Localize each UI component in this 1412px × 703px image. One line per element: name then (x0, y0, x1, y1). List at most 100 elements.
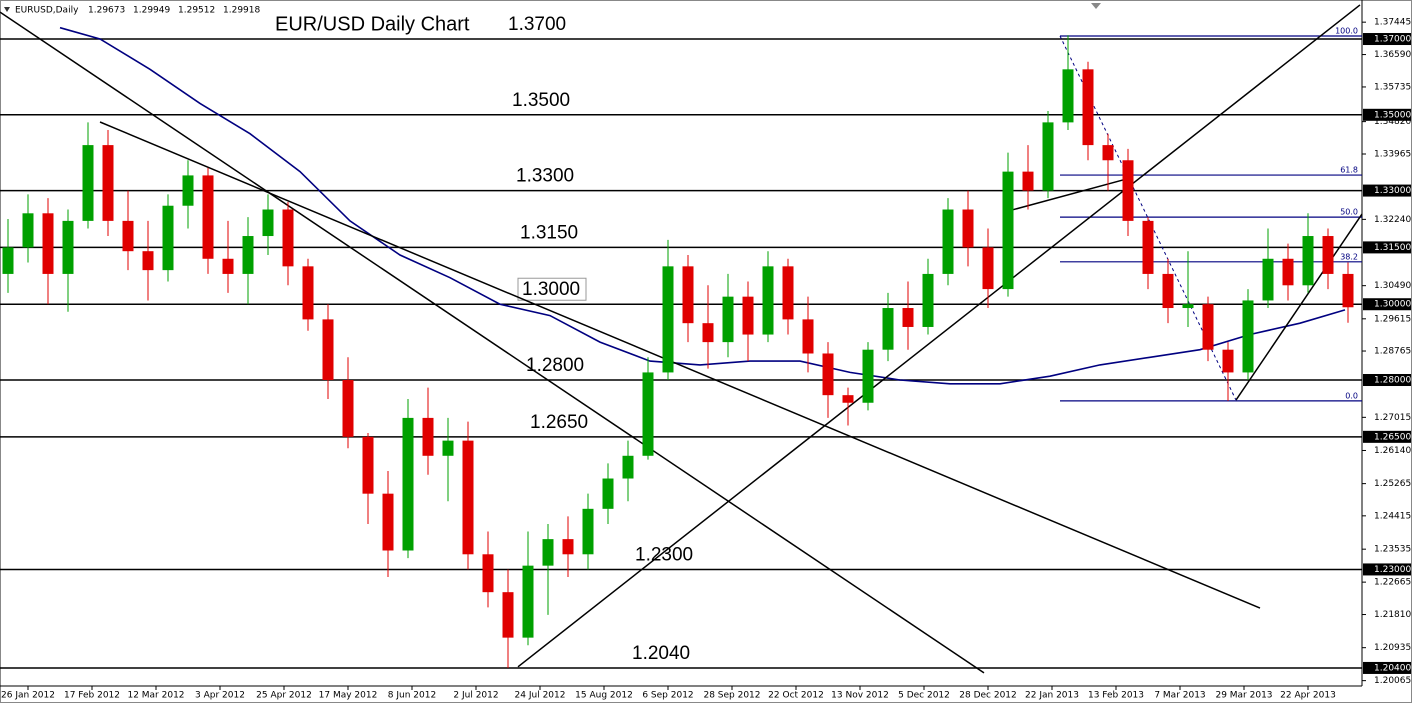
candle-body (1242, 300, 1254, 373)
x-tick-label: 28 Dec 2012 (959, 691, 1017, 701)
y-tick-label: 1.29615 (1374, 314, 1411, 324)
candle-body (882, 308, 894, 350)
trend-line (1235, 213, 1363, 401)
candle-body (922, 273, 934, 327)
candle-body (1142, 220, 1154, 274)
candle-body (622, 455, 634, 479)
candle-body (122, 220, 134, 252)
candle-body (262, 209, 274, 237)
candle-body (542, 539, 554, 566)
candle-body (1022, 171, 1034, 191)
x-tick-label: 13 Nov 2012 (831, 691, 889, 701)
candle-body (282, 209, 294, 267)
candle-body (702, 323, 714, 343)
x-tick-label: 15 Aug 2012 (575, 691, 633, 701)
level-label: 1.2800 (526, 355, 584, 376)
axis-level-box (1363, 241, 1411, 254)
trend-line (99, 121, 1261, 609)
axis-level-label: 1.35000 (1374, 110, 1411, 120)
candle-body (82, 145, 94, 221)
level-label: 1.3000 (522, 279, 580, 300)
x-tick-label: 13 Feb 2013 (1088, 691, 1144, 701)
candle-body (522, 565, 534, 638)
axis-level-box (1363, 563, 1411, 576)
y-tick-label: 1.27015 (1374, 413, 1411, 423)
candle-body (1322, 236, 1334, 274)
y-tick-label: 1.30490 (1374, 281, 1411, 291)
axis-level-label: 1.37000 (1374, 35, 1411, 45)
y-tick-label: 1.33965 (1374, 150, 1411, 160)
x-tick-label: 3 Apr 2012 (195, 691, 245, 701)
candle-body (822, 353, 834, 396)
header-price: 1.29673 (88, 6, 125, 16)
axis-level-box (1363, 298, 1411, 311)
y-tick-label: 1.28765 (1374, 347, 1411, 357)
axis-level-label: 1.20400 (1374, 663, 1411, 673)
candle-body (142, 251, 154, 271)
fib-label: 38.2 (1340, 252, 1358, 261)
candle-body (42, 213, 54, 274)
candle-body (962, 209, 974, 248)
candle-body (362, 436, 374, 494)
axis-level-box (1363, 430, 1411, 443)
x-tick-label: 25 Apr 2012 (256, 691, 312, 701)
level-label: 1.2650 (530, 412, 588, 433)
candle-body (402, 417, 414, 551)
candle-body (382, 493, 394, 551)
candle-body (1002, 171, 1014, 290)
candle-body (1282, 258, 1294, 286)
header-price: 1.29949 (133, 6, 170, 16)
y-tick-label: 1.20065 (1374, 676, 1411, 686)
y-tick-label: 1.24415 (1374, 511, 1411, 521)
candle-body (1302, 236, 1314, 286)
trend-line (1003, 177, 1131, 213)
y-tick-label: 1.23535 (1374, 545, 1411, 555)
candle-body (1042, 122, 1054, 191)
y-tick-label: 1.35735 (1374, 82, 1411, 92)
candle-body (302, 266, 314, 320)
level-label: 1.3500 (512, 90, 570, 111)
axis-level-label: 1.23000 (1374, 565, 1411, 575)
candle-body (202, 175, 214, 259)
x-tick-label: 6 Sep 2012 (642, 691, 693, 701)
shift-marker (1091, 3, 1101, 9)
candle-body (102, 145, 114, 221)
candle-body (682, 266, 694, 324)
x-tick-label: 5 Dec 2012 (898, 691, 950, 701)
level-label: 1.3700 (508, 14, 566, 35)
candle-body (322, 319, 334, 381)
trend-line (517, 4, 1361, 668)
x-tick-label: 22 Apr 2013 (1280, 691, 1336, 701)
candle-body (222, 258, 234, 274)
candle-body (502, 592, 514, 638)
chart-title: EUR/USD Daily Chart (275, 13, 470, 35)
fib-label: 61.8 (1340, 166, 1358, 175)
candle-body (1202, 304, 1214, 350)
y-tick-label: 1.26140 (1374, 446, 1411, 456)
candle-body (182, 175, 194, 206)
candle-body (862, 349, 874, 403)
level-label: 1.2300 (635, 544, 693, 565)
candle-body (982, 247, 994, 290)
moving-average (59, 26, 1346, 385)
header-price: 1.29512 (178, 6, 215, 16)
candle-body (1262, 258, 1274, 301)
x-tick-label: 24 Jul 2012 (515, 691, 566, 701)
candle-body (802, 319, 814, 354)
header-price: 1.29918 (223, 6, 260, 16)
menu-icon[interactable] (4, 7, 10, 12)
candle-body (722, 296, 734, 343)
x-tick-label: 28 Sep 2012 (703, 691, 760, 701)
level-label: 1.3300 (516, 166, 574, 187)
y-tick-label: 1.37445 (1374, 18, 1411, 28)
axis-level-label: 1.31500 (1374, 243, 1411, 253)
candle-body (22, 213, 34, 248)
axis-level-label: 1.26500 (1374, 432, 1411, 442)
candle-body (1162, 273, 1174, 309)
x-tick-label: 8 Jun 2012 (388, 691, 436, 701)
candle-body (1062, 69, 1074, 123)
candle-body (582, 508, 594, 555)
y-tick-label: 1.36590 (1374, 50, 1411, 60)
